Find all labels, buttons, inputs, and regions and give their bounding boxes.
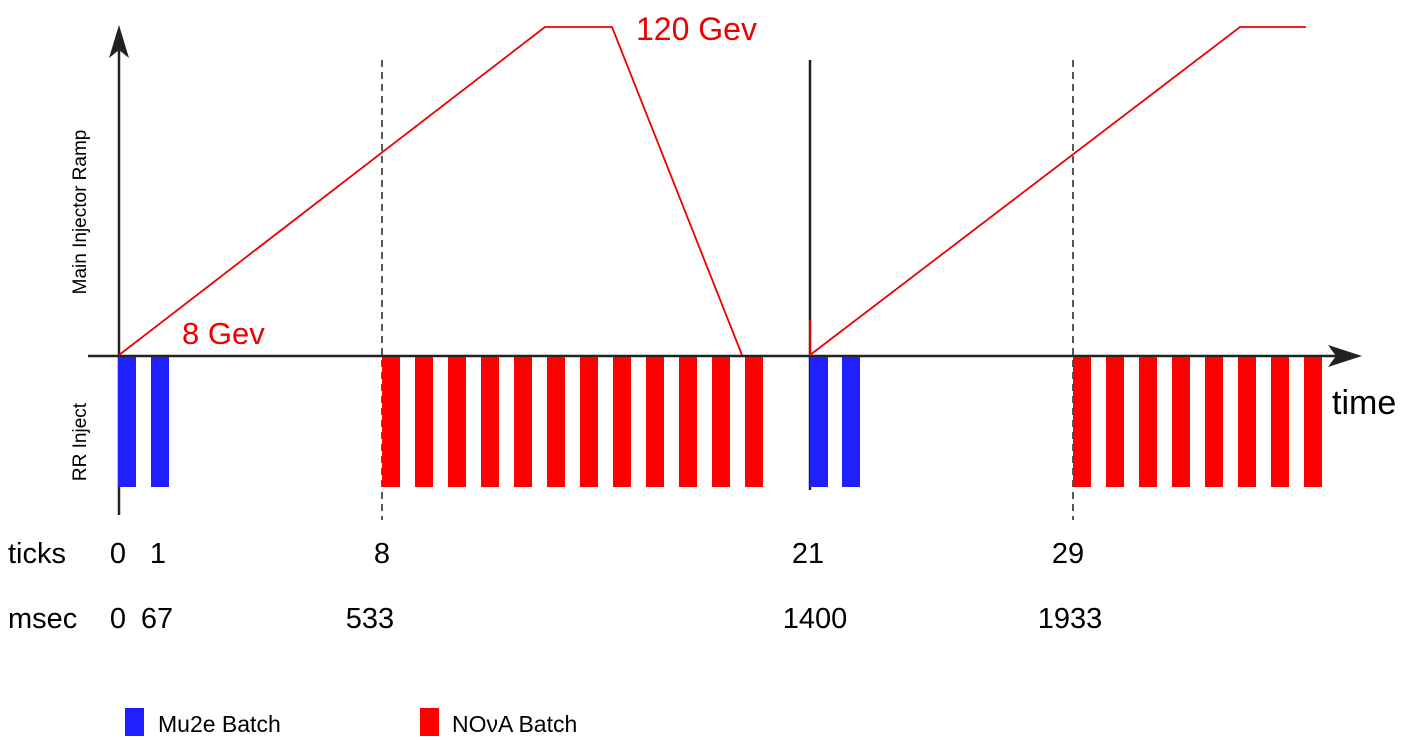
tick-value: 21 [792,538,824,570]
nova-batch-bar [1238,357,1256,487]
legend-swatch-mu2e [125,708,144,736]
ticks-row-label: ticks [8,538,66,570]
x-axis-arrow-icon [1328,345,1362,367]
nova-batch-bar [1304,357,1322,487]
nova-batch-bar [448,357,466,487]
nova-batch-bar [613,357,631,487]
msec-value: 1400 [783,603,848,635]
x-axis-label: time [1332,384,1396,422]
tick-value: 0 [110,538,126,570]
y-axis-arrow-icon [109,25,129,58]
mu2e-batch-bar [810,357,828,487]
nova-batch-bar [1139,357,1157,487]
nova-batch-bar [1205,357,1223,487]
nova-batch-bar [580,357,598,487]
nova-batch-bar [679,357,697,487]
nova-batch-bar [1073,357,1091,487]
nova-batch-bar [382,357,400,487]
batch-bars [118,357,1322,487]
msec-row-label: msec [8,603,77,635]
ramp-label-high: 120 Gev [636,11,757,47]
nova-batch-bar [1172,357,1190,487]
nova-batch-bar [1271,357,1289,487]
tick-value: 29 [1052,538,1084,570]
msec-value: 1933 [1038,603,1103,635]
legend-label-mu2e: Mu2e Batch [158,711,281,737]
mu2e-batch-bar [151,357,169,487]
ramp-line-cycle-2 [809,26,1306,356]
y-lower-label: RR Inject [70,402,91,481]
legend-label-nova: NOνA Batch [452,711,577,737]
nova-batch-bar [1106,357,1124,487]
msec-value: 67 [141,603,173,635]
ramp-line-cycle-1 [118,26,743,356]
y-upper-label: Main Injector Ramp [70,130,91,295]
msec-value: 0 [110,603,126,635]
nova-batch-bar [481,357,499,487]
legend-swatch-nova [420,708,439,736]
nova-batch-bar [646,357,664,487]
mu2e-batch-bar [842,357,860,487]
nova-batch-bar [514,357,532,487]
tick-value: 1 [150,538,166,570]
tick-value: 8 [374,538,390,570]
ramp-label-low: 8 Gev [182,316,265,351]
nova-batch-bar [415,357,433,487]
nova-batch-bar [712,357,730,487]
mu2e-batch-bar [118,357,136,487]
nova-batch-bar [745,357,763,487]
nova-batch-bar [547,357,565,487]
msec-value: 533 [346,603,394,635]
